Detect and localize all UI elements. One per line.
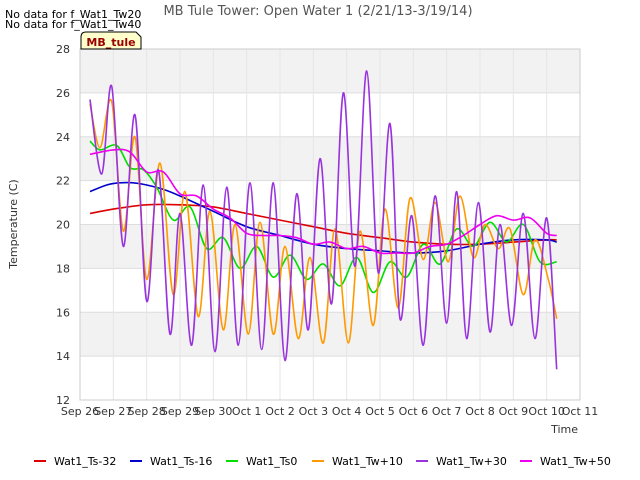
plot-band	[80, 92, 580, 137]
x-tick-label: Oct 9	[499, 405, 529, 418]
legend-label: Wat1_Tw+50	[540, 455, 611, 468]
y-tick-label: 20	[56, 219, 70, 232]
x-axis-label: Time	[550, 423, 578, 436]
x-tick-label: Oct 3	[299, 405, 329, 418]
no-data-note-1: No data for f_Wat1_Tw20	[5, 8, 141, 21]
y-tick-label: 18	[56, 262, 70, 275]
x-tick-label: Oct 4	[332, 405, 362, 418]
site-badge-label: MB_tule	[86, 36, 135, 49]
x-tick-label: Sep 29	[161, 405, 199, 418]
x-tick-label: Sep 28	[128, 405, 166, 418]
legend: Wat1_Ts-32 Wat1_Ts-16 Wat1_Ts0 Wat1_Tw+10 Wa…	[34, 455, 611, 468]
legend-label: Wat1_Ts0	[246, 455, 297, 468]
x-tick-label: Oct 10	[528, 405, 565, 418]
x-tick-label: Oct 8	[465, 405, 495, 418]
plot-band	[80, 136, 580, 181]
y-tick-label: 26	[56, 87, 70, 100]
x-tick-label: Oct 7	[432, 405, 462, 418]
y-tick-label: 24	[56, 131, 70, 144]
series-layer	[89, 70, 558, 370]
legend-label: Wat1_Tw+30	[436, 455, 507, 468]
plot-border	[79, 48, 581, 401]
series-line-wat1-tw-50	[89, 148, 557, 255]
no-data-note-2: No data for f_Wat1_Tw40	[5, 18, 141, 31]
site-badge: MB_tule	[80, 31, 142, 50]
x-tick-label: Oct 11	[562, 405, 599, 418]
y-axis-label: Temperature (C)	[7, 179, 20, 269]
y-tick-label: 22	[56, 175, 70, 188]
x-tick-label: Oct 5	[365, 405, 395, 418]
x-tick-label: Oct 2	[265, 405, 295, 418]
plot-band	[80, 49, 580, 93]
y-tick-label: 12	[56, 394, 70, 407]
x-tick-label: Sep 30	[194, 405, 232, 418]
x-tick-label: Oct 1	[232, 405, 262, 418]
y-tick-label: 14	[56, 350, 70, 363]
plot-band	[80, 356, 580, 400]
legend-label: Wat1_Tw+10	[332, 455, 403, 468]
legend-label: Wat1_Ts-16	[150, 455, 212, 468]
chart-title: MB Tule Tower: Open Water 1 (2/21/13-3/1…	[163, 4, 472, 19]
plot-band	[80, 312, 580, 357]
x-tick-label: Oct 6	[399, 405, 429, 418]
series-line-wat1-tw-30	[89, 70, 558, 370]
x-tick-label: Sep 27	[94, 405, 132, 418]
legend-label: Wat1_Ts-32	[54, 455, 116, 468]
series-line-wat1-tw-10	[89, 98, 558, 344]
y-tick-label: 28	[56, 43, 70, 56]
y-axis: 12 14 16 18 20 22 24 26 28	[56, 43, 70, 407]
series-line-wat1-ts-32	[89, 203, 557, 246]
y-tick-label: 16	[56, 306, 70, 319]
x-tick-label: Sep 26	[61, 405, 99, 418]
